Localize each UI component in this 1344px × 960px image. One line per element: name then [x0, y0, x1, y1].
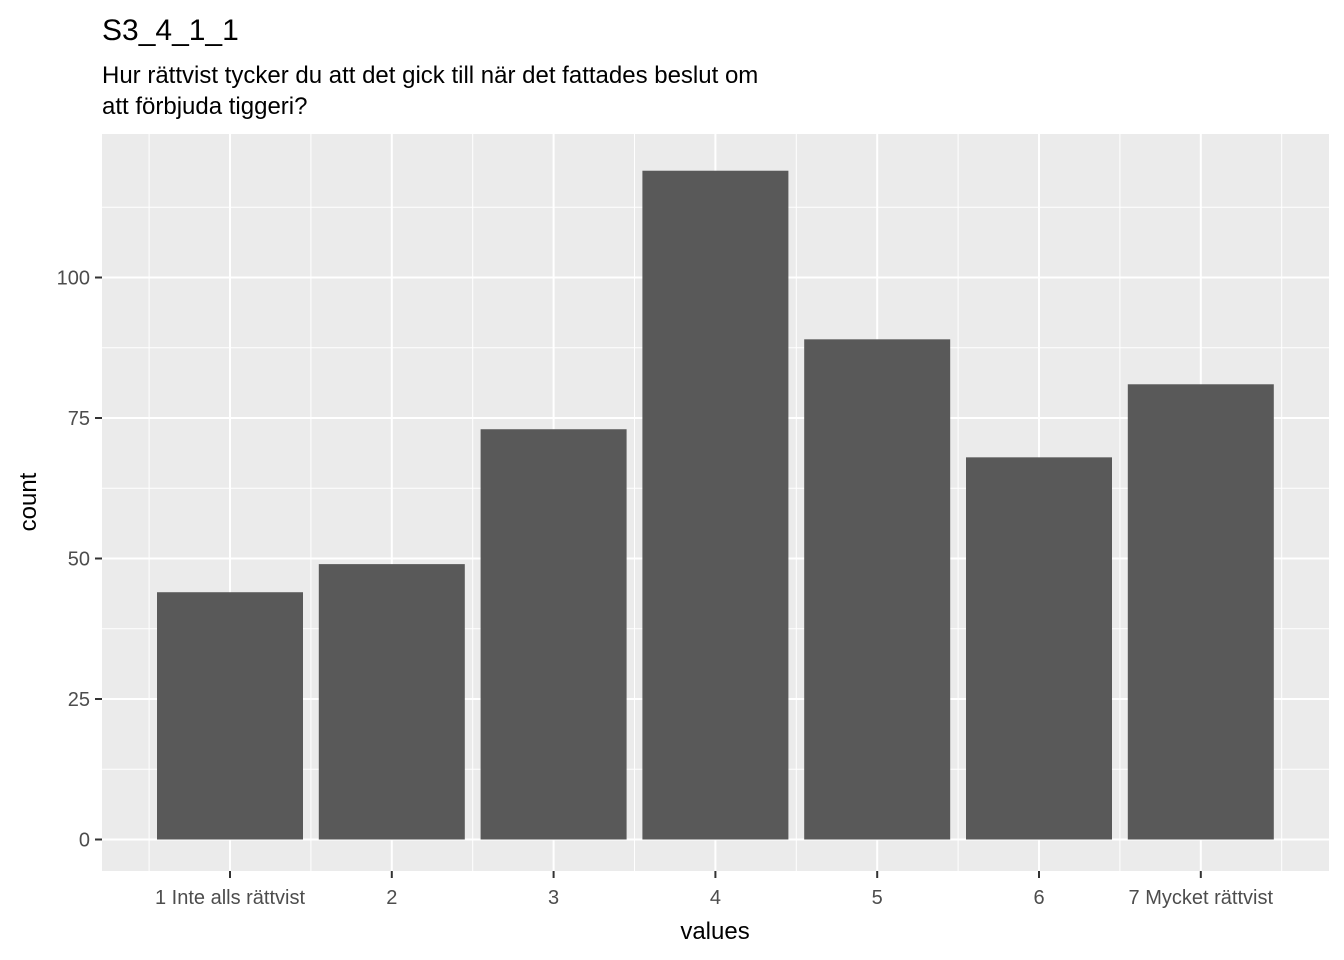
- bar-3: [480, 429, 627, 840]
- x-axis: 1 Inte alls rättvist 2 3 4 5 6 7 Mycket rättvi…: [155, 871, 1274, 909]
- bar-6: [966, 457, 1112, 840]
- y-tick-label-4: 100: [57, 268, 90, 290]
- chart-title: S3_4_1_1: [102, 14, 239, 47]
- x-tick-label-4: 5: [872, 887, 883, 909]
- chart-subtitle-line-1: Hur rättvist tycker du att det gick till…: [102, 62, 758, 89]
- x-tick-label-1: 2: [386, 887, 397, 909]
- y-tick-label-1: 25: [68, 689, 90, 711]
- bar-7: [1127, 384, 1274, 840]
- bar-1: [157, 592, 303, 840]
- bar-2: [318, 564, 465, 840]
- y-axis-title: count: [15, 472, 42, 531]
- chart-subtitle-line-2: att förbjuda tiggeri?: [102, 93, 307, 120]
- y-axis: 0 25 50 75 100: [57, 268, 102, 852]
- bar-4: [642, 170, 789, 840]
- x-tick-label-2: 3: [548, 887, 559, 909]
- y-tick-label-0: 0: [79, 830, 90, 852]
- x-axis-title: values: [680, 918, 749, 945]
- x-tick-label-5: 6: [1033, 887, 1044, 909]
- x-tick-label-6: 7 Mycket rättvist: [1129, 887, 1274, 909]
- bars: [157, 170, 1274, 840]
- y-tick-label-3: 75: [68, 408, 90, 430]
- x-tick-label-3: 4: [710, 887, 721, 909]
- bar-5: [804, 339, 951, 840]
- x-tick-label-0: 1 Inte alls rättvist: [155, 887, 306, 909]
- y-tick-label-2: 50: [68, 549, 90, 571]
